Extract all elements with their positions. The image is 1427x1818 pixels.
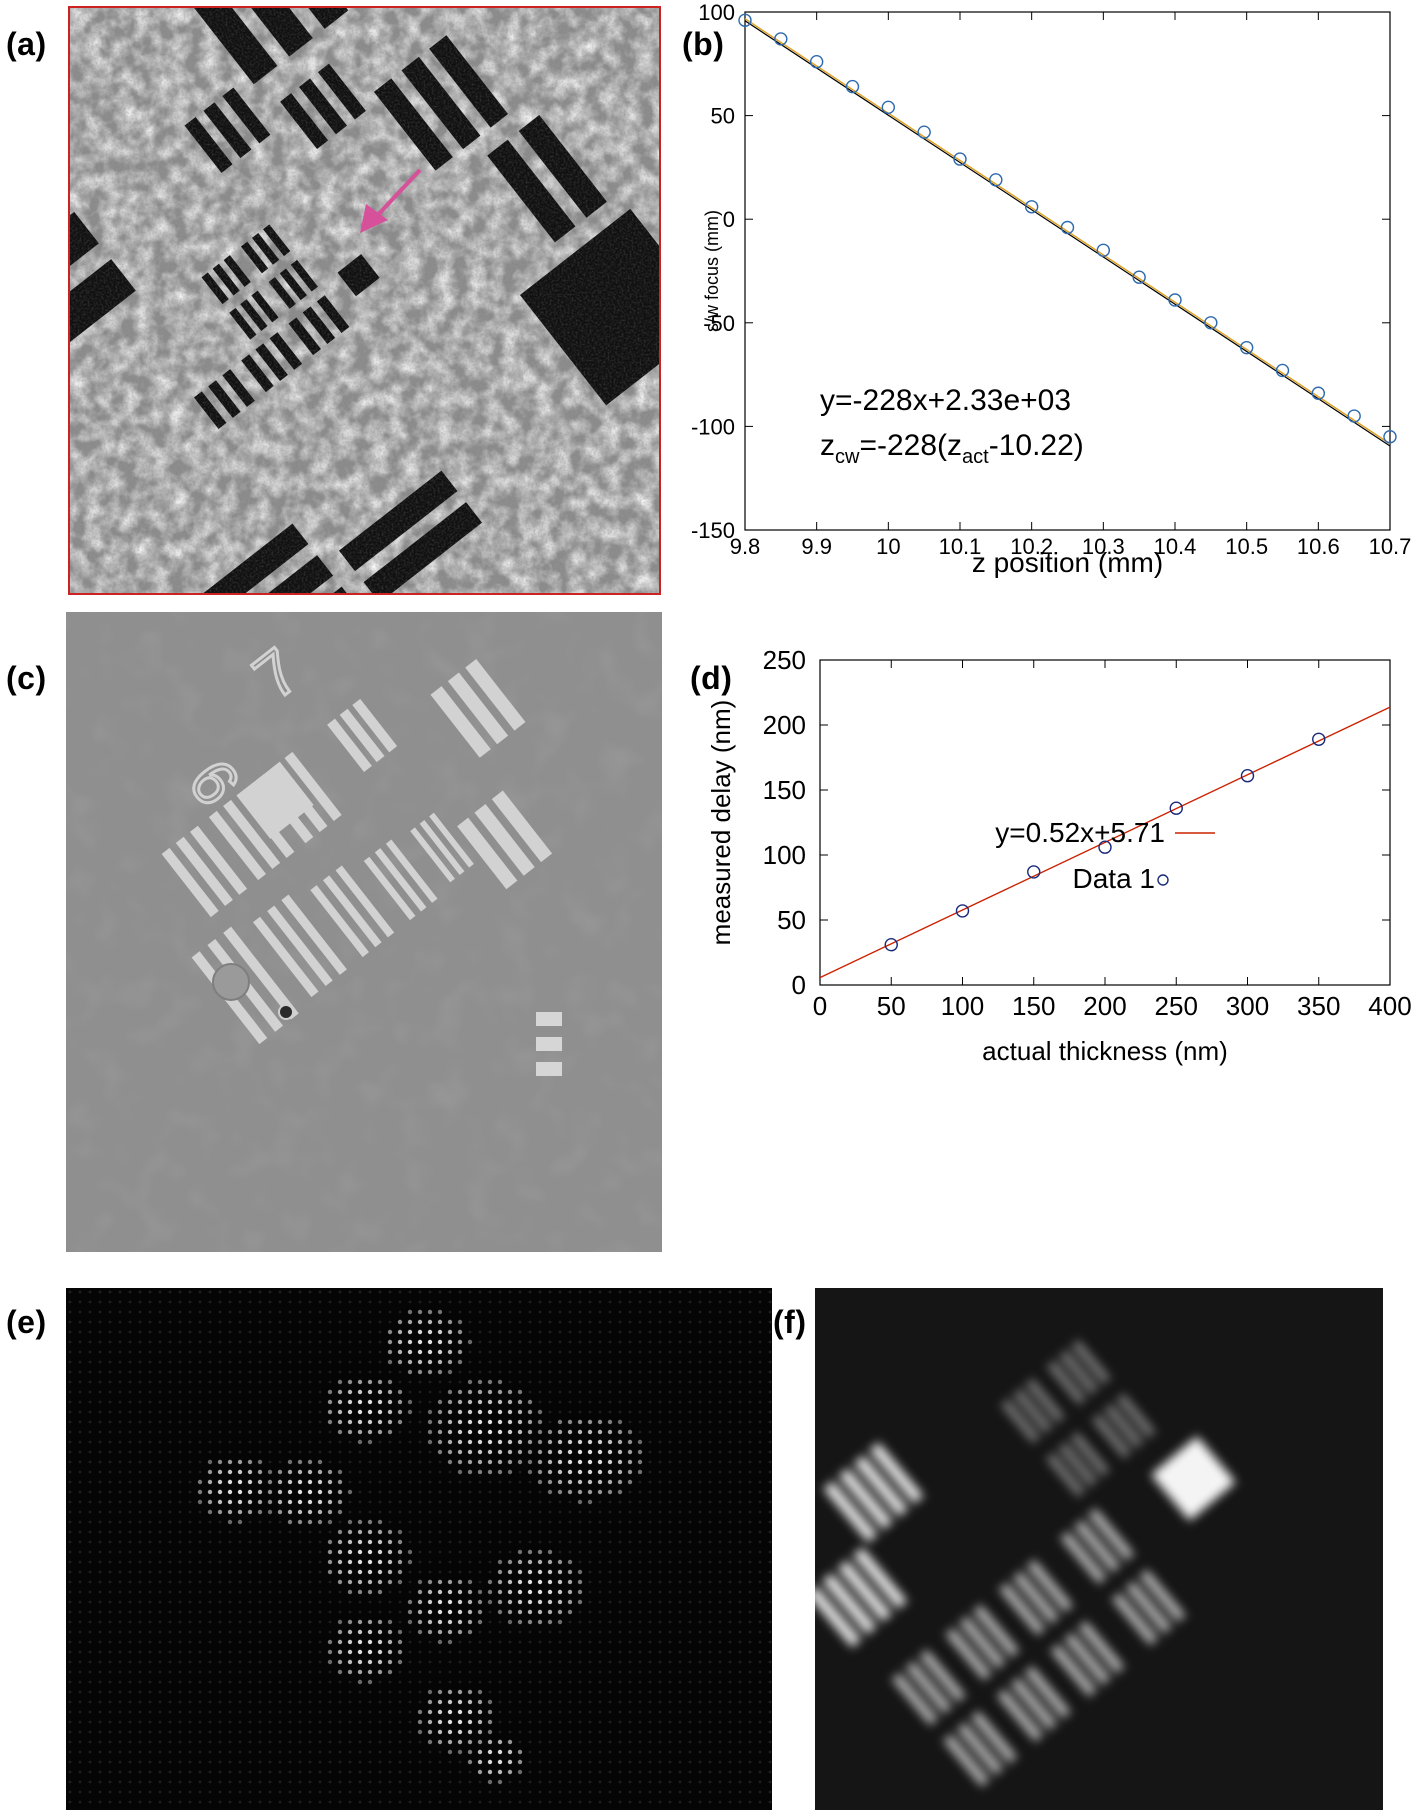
data-point: [989, 173, 1003, 187]
chart-b: 9.8 9.9 10 10.1 10.2 10.3 10.4 10.5 10.6 10.7 100 5…: [691, 0, 1412, 578]
x-tick-label: 150: [1012, 991, 1055, 1021]
data-point: [1132, 270, 1146, 284]
panel-label-d: (d): [690, 660, 733, 696]
legend-swatch-data: [1157, 874, 1169, 886]
x-tick-label: 10: [876, 534, 900, 559]
data-point: [1275, 363, 1290, 378]
x-tick-label: 10.5: [1225, 534, 1268, 559]
y-tick-label: 100: [763, 840, 806, 870]
panel-a-image: [68, 6, 661, 595]
data-point: [917, 125, 931, 139]
data-point: [1168, 293, 1182, 307]
fit-equation: y=-228x+2.33e+03: [820, 384, 1071, 417]
x-tick-label: 200: [1083, 991, 1126, 1021]
data-point: [1239, 340, 1254, 355]
data-point: [1383, 430, 1397, 444]
panel-label-f: (f): [773, 1304, 807, 1340]
y-tick-label: 150: [763, 775, 806, 805]
data-point: [1098, 840, 1112, 854]
plot-frame-b: [744, 11, 1391, 531]
equation-part: -10.22): [989, 429, 1084, 462]
data-point: [1204, 316, 1218, 330]
fit-line-orange: [744, 18, 1391, 445]
panel-label-e: (e): [6, 1304, 47, 1340]
chart-d: 0 50 100 150 200 250 300 350 400 250 200 150 100 50 0 a…: [706, 645, 1412, 1066]
data-point: [1312, 732, 1326, 747]
x-tick-label: 350: [1297, 991, 1340, 1021]
panel-label-b: (b): [682, 26, 725, 62]
x-tick-label: 9.8: [730, 534, 761, 559]
x-axis-label: z position (mm): [972, 547, 1163, 578]
usaf-target-grey-image: 7 6: [66, 612, 662, 1252]
panel-label-c: (c): [6, 660, 47, 696]
x-tick-label: 10.4: [1154, 534, 1197, 559]
y-tick-label: 50: [711, 104, 735, 129]
fit-equation-z: zcw=-228(zact-10.22): [820, 429, 1084, 468]
y-tick-label: 0: [723, 207, 735, 232]
y-axis-label: measured delay (nm): [706, 700, 736, 946]
panel-label-a: (a): [6, 26, 47, 62]
legend-label-data: Data 1: [1073, 863, 1156, 894]
equation-part: z: [820, 429, 835, 462]
x-tick-label: 10.2: [1010, 534, 1053, 559]
y-axis-label: s/w focus (mm): [702, 210, 722, 332]
equation-part: act: [962, 446, 989, 468]
x-tick-label: 100: [941, 991, 984, 1021]
legend-label-fit: y=0.52x+5.71: [995, 817, 1165, 848]
x-tick-label: 10.7: [1369, 534, 1412, 559]
x-tick-label: 50: [877, 991, 906, 1021]
equation-part: cw: [835, 446, 860, 468]
data-point: [881, 100, 896, 115]
dot-array-image: [68, 1290, 772, 1804]
x-tick-label: 10.3: [1082, 534, 1125, 559]
x-tick-label: 250: [1155, 991, 1198, 1021]
data-point: [1027, 865, 1041, 879]
y-tick-label: -100: [691, 414, 735, 439]
y-tick-label: 100: [698, 0, 735, 25]
data-point: [1311, 386, 1326, 400]
data-point: [1347, 409, 1361, 423]
data-point: [955, 904, 970, 918]
data-point: [1096, 243, 1111, 257]
data-point: [738, 13, 752, 27]
panel-c-image: 7 6: [66, 612, 662, 1252]
data-point: [1240, 768, 1255, 783]
panel-e-image: [66, 1288, 772, 1810]
arrow-icon: [360, 168, 422, 233]
fit-line: [819, 706, 1391, 979]
data-point: [1169, 801, 1183, 815]
y-tick-label: 50: [777, 905, 806, 935]
y-tick-label: 200: [763, 710, 806, 740]
data-point: [953, 152, 967, 166]
usaf-target-image: [70, 8, 659, 593]
data-point: [774, 32, 788, 46]
blurred-target-image: [815, 1288, 1383, 1810]
x-tick-label: 0: [813, 991, 827, 1021]
data-point: [809, 55, 824, 69]
x-tick-label: 10.1: [939, 534, 982, 559]
x-tick-label: 300: [1226, 991, 1269, 1021]
y-tick-label: 0: [792, 970, 806, 1000]
y-tick-label: -150: [691, 518, 735, 543]
data-point: [1060, 220, 1075, 235]
dot-grid: [68, 1290, 772, 1804]
data-point: [884, 938, 898, 952]
x-tick-label: 10.6: [1297, 534, 1340, 559]
data-point: [845, 79, 860, 94]
y-tick-label: -50: [703, 311, 735, 336]
x-tick-label: 9.9: [801, 534, 832, 559]
x-tick-label: 400: [1368, 991, 1411, 1021]
x-axis-label: actual thickness (nm): [982, 1036, 1228, 1066]
panel-f-image: [815, 1288, 1383, 1810]
data-point: [1024, 200, 1039, 214]
equation-part: =-228(z: [859, 429, 962, 462]
y-tick-label: 250: [763, 645, 806, 675]
